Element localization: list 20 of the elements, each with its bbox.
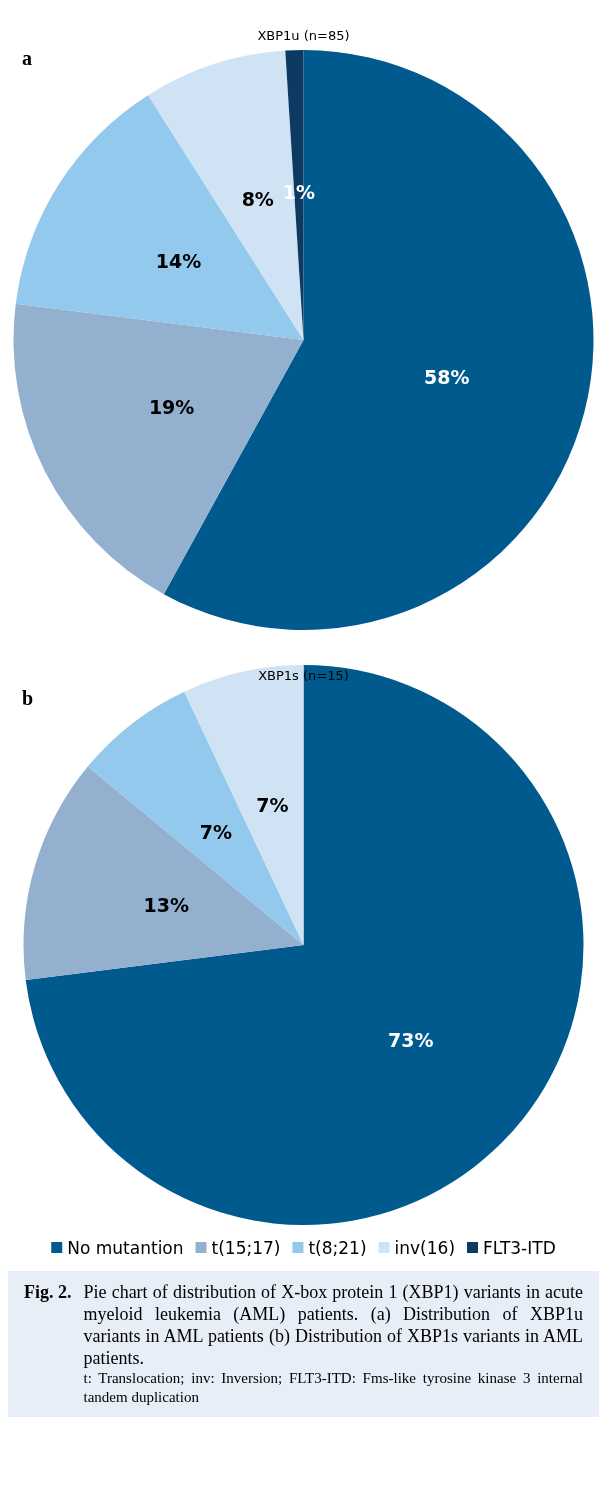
text: b: [22, 687, 34, 709]
legend-label: t(15;17): [211, 1237, 281, 1258]
legend-label: t(8;21): [308, 1237, 367, 1258]
legend-label: No mutantion: [67, 1237, 184, 1258]
data-label: 8%: [241, 188, 274, 211]
text: a: [22, 47, 32, 69]
data-label: 7%: [256, 794, 289, 817]
data-label: 58%: [424, 365, 470, 388]
data-label: 73%: [388, 1028, 434, 1051]
data-label: 14%: [155, 249, 202, 272]
caption: Fig. 2.: [24, 1281, 72, 1304]
text: t: Translocation; inv: Inversion; FLT3-ITD: Fms-like tyrosine kinase 3 internal tandem duplication: [83, 1369, 583, 1407]
legend-label: inv(16): [394, 1237, 456, 1258]
legend-label: FLT3-ITD: [483, 1237, 556, 1258]
data-label: 7%: [199, 821, 232, 844]
data-label: 13%: [143, 894, 189, 917]
data-label: 19%: [148, 396, 195, 419]
text: Pie chart of distribution of X-box protein 1 (XBP1) variants in acute myeloid leukemia (AML) patients. (a) Distribution of XBP1u variants in AML patients (b) Distribution of XBP1s variants in AML patients.: [83, 1281, 583, 1369]
chart-title: XBP1s (n=15): [258, 668, 349, 683]
chart-title: XBP1u (n=85): [257, 28, 350, 43]
